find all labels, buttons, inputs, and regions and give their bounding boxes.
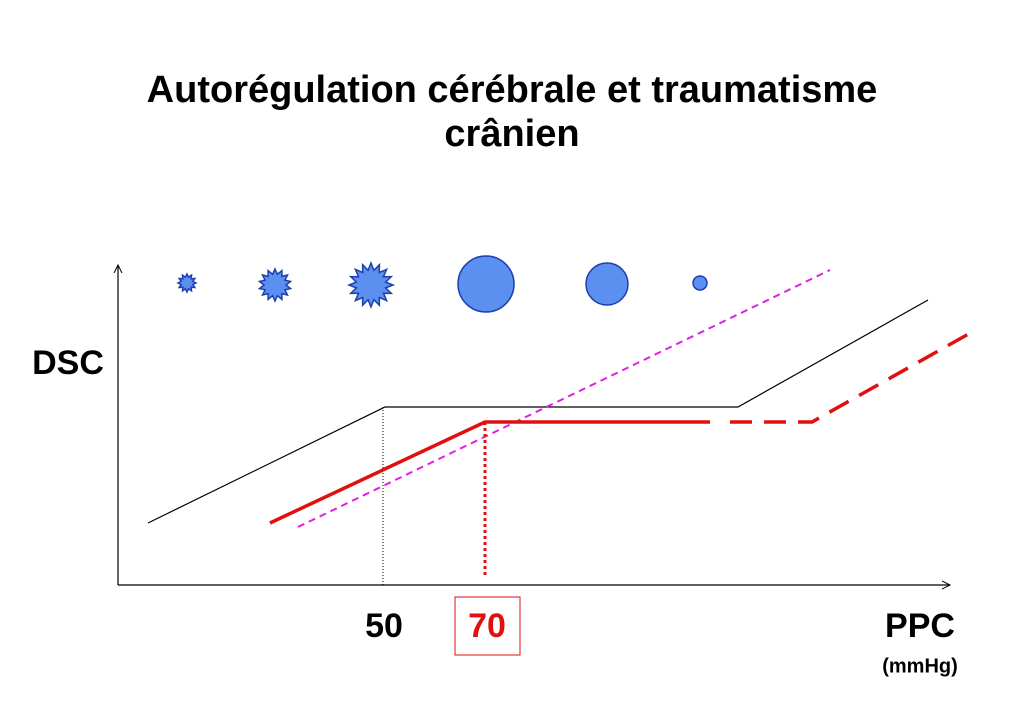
vessel-circle [585,262,629,306]
highlight-box [454,596,521,656]
y-axis-label: DSC [32,344,104,382]
x-axis-label: PPC [885,607,955,645]
marker-label: 50 [365,607,403,645]
title-line: crânien [444,113,579,155]
vessel-star [257,267,293,303]
x-axis-unit: (mmHg) [882,655,958,677]
vessel-circle [692,275,708,291]
marker-label: 70 [468,607,506,645]
normal-curve [147,299,929,524]
vessel-star [176,272,198,294]
shifted-curve [297,269,831,528]
title-line: Autorégulation cérébrale et traumatisme [147,69,878,111]
vessel-star [346,260,396,310]
vessel-circle [457,255,515,313]
trauma-curve-dashed [730,330,973,424]
vessel-icons [176,255,708,313]
